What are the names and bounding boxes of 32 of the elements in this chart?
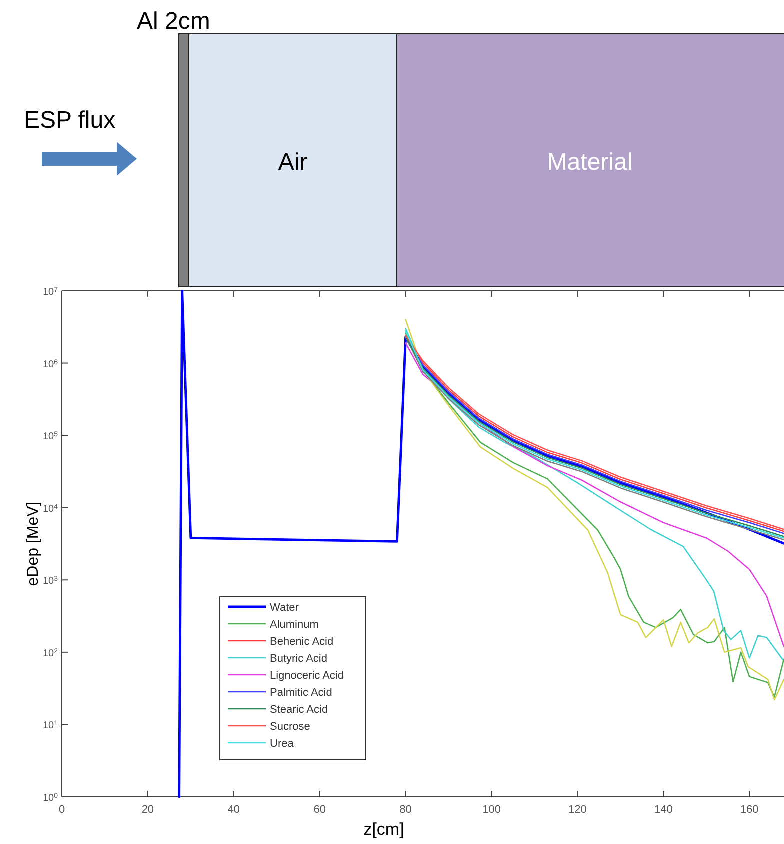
y-tick-label: 10$^{6}$ xyxy=(42,358,58,370)
x-axis-title: z[cm] xyxy=(364,820,404,839)
x-tick-label: 120 xyxy=(568,804,587,816)
x-tick-label: 100 xyxy=(482,804,501,816)
y-tick-label: 10$^{5}$ xyxy=(42,431,58,443)
x-tick-label: 160 xyxy=(740,804,759,816)
text: Material xyxy=(547,149,633,176)
y-tick-label: 10$^{4}$ xyxy=(42,503,58,515)
text: Al 2cm xyxy=(137,8,210,35)
legend-label: Water xyxy=(270,602,300,614)
legend-label: Urea xyxy=(270,738,295,750)
legend-label: Behenic Acid xyxy=(270,636,334,648)
x-tick-label: 0 xyxy=(58,804,66,816)
y-tick-label: 10$^{0}$ xyxy=(42,792,58,804)
legend-label: Sucrose xyxy=(270,721,310,733)
x-tick-label: 40 xyxy=(228,804,240,816)
y-axis-title: eDep [MeV] xyxy=(25,502,42,586)
y-tick-label: 10$^{2}$ xyxy=(42,648,58,660)
y-tick-label: 10$^{3}$ xyxy=(42,576,58,588)
y-tick-label: 10$^{1}$ xyxy=(42,720,58,732)
legend-label: Butyric Acid xyxy=(270,653,328,665)
legend-label: Stearic Acid xyxy=(270,704,328,716)
y-tick-label: 10$^{7}$ xyxy=(42,286,58,298)
x-tick-label: 80 xyxy=(400,804,412,816)
legend-label: Lignoceric Acid xyxy=(270,670,344,682)
x-tick-label: 20 xyxy=(142,804,154,816)
text: Air xyxy=(278,149,308,176)
x-tick-label: 60 xyxy=(314,804,326,816)
x-tick-label: 140 xyxy=(654,804,673,816)
legend-label: Aluminum xyxy=(270,619,319,631)
legend-label: Palmitic Acid xyxy=(270,687,332,699)
text: ESP flux xyxy=(24,107,116,134)
